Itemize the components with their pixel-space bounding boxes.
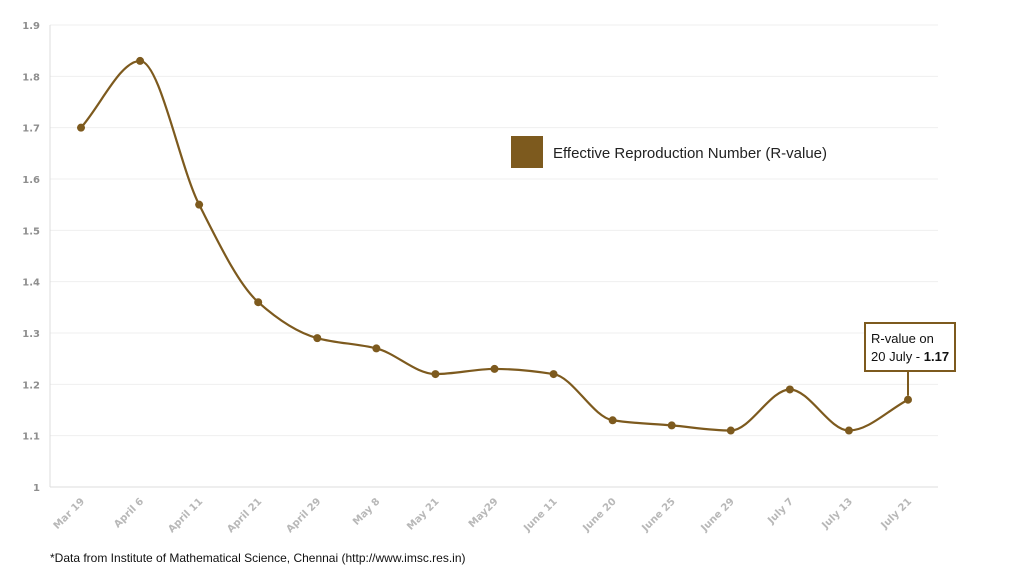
x-tick-label: April 6 (112, 496, 146, 530)
x-tick-label: May 21 (405, 496, 441, 532)
data-point (667, 421, 676, 430)
legend-label: Effective Reproduction Number (R-value) (553, 145, 827, 162)
data-point (785, 385, 794, 394)
legend-swatch (511, 136, 543, 168)
data-point (372, 344, 381, 353)
data-point (431, 370, 440, 379)
y-tick-label: 1.4 (22, 278, 40, 289)
y-tick-label: 1.8 (22, 72, 40, 83)
y-tick-label: 1.3 (22, 329, 40, 340)
data-point (136, 56, 145, 65)
x-tick-label: May 8 (351, 496, 382, 527)
data-point (904, 395, 912, 404)
y-tick-label: 1.2 (22, 380, 40, 391)
x-tick-label: July 7 (765, 496, 796, 527)
callout: R-value on 20 July - 1.17 (864, 322, 956, 396)
data-points (77, 56, 912, 435)
data-point (254, 298, 263, 307)
x-tick-label: June 29 (699, 496, 737, 534)
y-tick-label: 1.9 (22, 21, 40, 32)
gridlines (49, 24, 938, 488)
legend: Effective Reproduction Number (R-value) (511, 136, 827, 168)
data-point (608, 416, 617, 425)
data-point (313, 334, 322, 343)
x-tick-label: Mar 19 (52, 496, 87, 531)
callout-box (864, 322, 956, 372)
x-tick-label: June 25 (640, 496, 678, 534)
x-tick-label: May29 (467, 496, 501, 530)
data-point (195, 200, 204, 209)
y-tick-label: 1.1 (22, 432, 40, 443)
data-point (490, 364, 499, 373)
x-tick-label: April 11 (166, 496, 205, 535)
data-point (844, 426, 853, 435)
callout-line-2: 20 July - 1.17 (871, 349, 949, 364)
x-tick-label: June 20 (580, 496, 618, 534)
x-tick-label: April 29 (284, 496, 323, 535)
callout-line-1: R-value on (871, 331, 934, 346)
callout-date-text: 20 July - (871, 349, 924, 364)
data-point (77, 123, 85, 132)
data-point (549, 370, 558, 379)
y-axis-ticks: 1 1.1 1.2 1.3 1.4 1.5 1.6 1.7 1.8 1.9 (22, 21, 40, 494)
x-tick-label: July 21 (879, 496, 915, 532)
source-footnote: *Data from Institute of Mathematical Sci… (50, 551, 466, 565)
x-tick-label: June 11 (521, 496, 559, 534)
y-tick-label: 1 (33, 483, 40, 494)
y-tick-label: 1.7 (22, 124, 40, 135)
data-point (726, 426, 735, 435)
callout-value: 1.17 (924, 349, 949, 364)
y-tick-label: 1.6 (22, 175, 40, 186)
series-line-r-value (80, 59, 909, 432)
y-tick-label: 1.5 (22, 226, 40, 237)
x-tick-label: July 13 (820, 496, 856, 532)
x-axis-ticks: Mar 19 April 6 April 11 April 21 April 29 May… (52, 496, 914, 535)
x-tick-label: April 21 (225, 496, 264, 535)
